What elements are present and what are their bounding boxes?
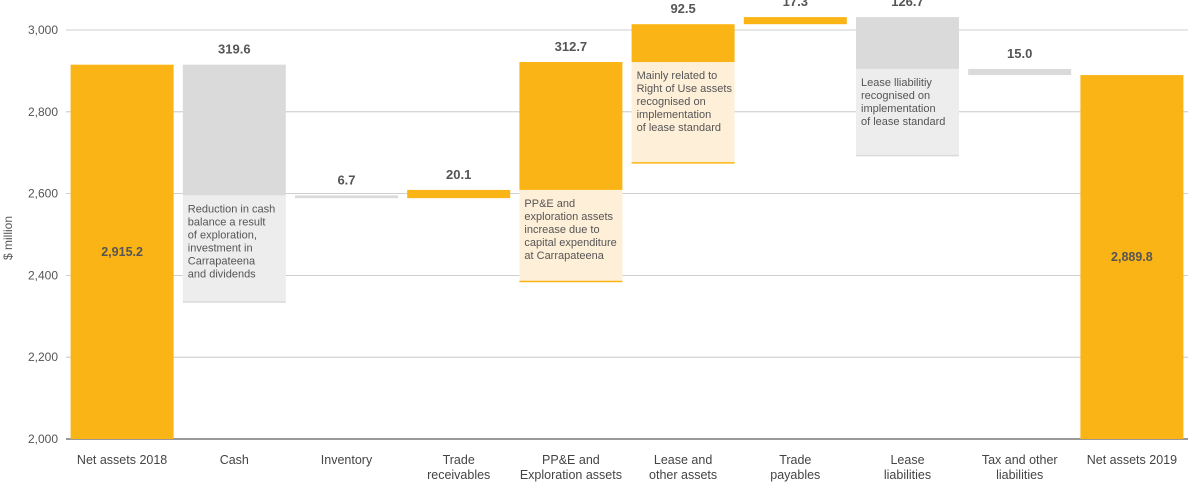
bar-decrease bbox=[295, 195, 398, 199]
category-label: Trade bbox=[779, 453, 811, 467]
bar-value-label: 92.5 bbox=[670, 1, 695, 16]
note-line: implementation bbox=[637, 109, 712, 121]
bar-total bbox=[1080, 75, 1184, 439]
note-box bbox=[519, 189, 623, 282]
bar-total bbox=[70, 64, 174, 439]
note-line: at Carrapateena bbox=[524, 250, 604, 262]
bar-value-label: 312.7 bbox=[555, 39, 588, 54]
y-tick-label: 2,800 bbox=[28, 105, 58, 119]
note-line: Carrapateena bbox=[188, 255, 256, 267]
bar-value-label: 2,915.2 bbox=[101, 245, 143, 259]
note-box bbox=[182, 195, 286, 302]
category-label: Net assets 2018 bbox=[77, 453, 167, 467]
note-box bbox=[856, 68, 959, 156]
note-line: exploration assets bbox=[524, 211, 613, 223]
y-tick-label: 2,000 bbox=[28, 432, 58, 446]
category-label: Lease bbox=[890, 453, 924, 467]
bar-value-label: 17.3 bbox=[783, 0, 808, 9]
note-line: investment in bbox=[188, 242, 253, 254]
y-tick-label: 3,000 bbox=[28, 23, 58, 37]
note-line: recognised on bbox=[637, 96, 706, 108]
bar-value-label: 15.0 bbox=[1007, 46, 1032, 61]
category-label: payables bbox=[770, 468, 820, 482]
note-line: of lease standard bbox=[861, 116, 945, 128]
y-axis-label: $ million bbox=[1, 216, 15, 260]
category-label: Net assets 2019 bbox=[1087, 453, 1177, 467]
category-label: Lease and bbox=[654, 453, 712, 467]
bar-increase bbox=[519, 62, 623, 190]
category-label: liabilities bbox=[996, 468, 1043, 482]
note-line: of exploration, bbox=[188, 229, 257, 241]
category-label: Exploration assets bbox=[520, 468, 622, 482]
bar-decrease bbox=[968, 68, 1072, 76]
note-line: and dividends bbox=[188, 268, 256, 280]
bar-increase bbox=[407, 189, 511, 199]
category-label: Inventory bbox=[321, 453, 373, 467]
note-line: Right of Use assets bbox=[637, 83, 733, 95]
category-label: Trade bbox=[443, 453, 475, 467]
note-line: Mainly related to bbox=[637, 70, 718, 82]
note-line: balance a result bbox=[188, 216, 266, 228]
bar-value-label: 319.6 bbox=[218, 42, 251, 57]
category-label: other assets bbox=[649, 468, 717, 482]
bar-value-label: 2,889.8 bbox=[1111, 250, 1153, 264]
category-label: Cash bbox=[220, 453, 249, 467]
note-box bbox=[631, 62, 735, 163]
category-label: liabilities bbox=[884, 468, 931, 482]
bar-value-label: 6.7 bbox=[337, 172, 355, 187]
note-line: Reduction in cash bbox=[188, 203, 275, 215]
bar-decrease bbox=[856, 17, 959, 69]
note-line: capital expenditure bbox=[524, 237, 616, 249]
bar-value-label: 126.7 bbox=[891, 0, 924, 9]
note-line: increase due to bbox=[524, 224, 599, 236]
note-line: recognised on bbox=[861, 90, 930, 102]
bar-increase bbox=[743, 17, 847, 25]
note-line: of lease standard bbox=[637, 122, 721, 134]
note-line: PP&E and bbox=[524, 198, 575, 210]
bar-decrease bbox=[182, 64, 286, 196]
bar-value-label: 20.1 bbox=[446, 167, 471, 182]
category-label: Tax and other bbox=[982, 453, 1058, 467]
category-label: receivables bbox=[427, 468, 490, 482]
category-label: PP&E and bbox=[542, 453, 600, 467]
note-line: Lease lliabilitiy bbox=[861, 77, 932, 89]
note-line: implementation bbox=[861, 103, 936, 115]
y-tick-label: 2,600 bbox=[28, 187, 58, 201]
y-tick-label: 2,400 bbox=[28, 268, 58, 282]
y-tick-label: 2,200 bbox=[28, 350, 58, 364]
bar-increase bbox=[631, 24, 735, 63]
